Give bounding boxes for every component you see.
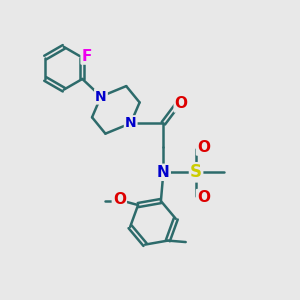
Text: O: O [175, 96, 188, 111]
Text: F: F [82, 49, 92, 64]
Text: N: N [125, 116, 136, 130]
Text: O: O [197, 190, 210, 205]
Text: O: O [197, 140, 210, 154]
Text: O: O [113, 192, 126, 207]
Text: N: N [95, 89, 107, 103]
Text: N: N [157, 165, 170, 180]
Text: S: S [190, 163, 202, 181]
